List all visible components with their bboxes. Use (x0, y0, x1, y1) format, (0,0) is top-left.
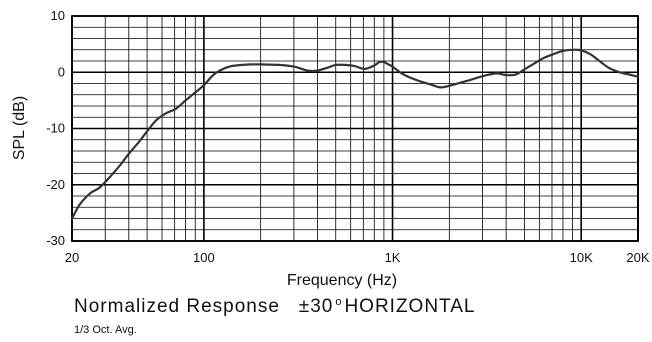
y-axis-title: SPL (dB) (11, 96, 28, 160)
y-tick-label: 0 (58, 64, 65, 79)
chart-subcaption: 1/3 Oct. Avg. (74, 324, 137, 336)
x-tick-label: 20K (626, 250, 649, 265)
y-tick-label: -30 (46, 233, 65, 248)
caption-degree: o (335, 296, 343, 308)
x-tick-label: 1K (385, 250, 401, 265)
caption-angle: ±30 (298, 296, 334, 317)
plot-grid (71, 15, 639, 242)
caption-orientation: HORIZONTAL (344, 296, 476, 317)
x-axis-title: Frequency (Hz) (287, 272, 397, 289)
y-tick-label: -10 (46, 121, 65, 136)
response-curve (70, 48, 640, 220)
x-tick-label: 100 (193, 250, 215, 265)
y-tick-label: -20 (46, 177, 65, 192)
response-curve-layer (70, 48, 640, 220)
caption-label: Normalized Response (74, 296, 280, 317)
chart-caption: Normalized Response ±30 o HORIZONTAL (74, 296, 476, 318)
plot-frame (71, 15, 639, 242)
x-tick-label: 20 (65, 250, 79, 265)
x-tick-label: 10K (570, 250, 593, 265)
y-tick-label: 10 (51, 8, 65, 23)
